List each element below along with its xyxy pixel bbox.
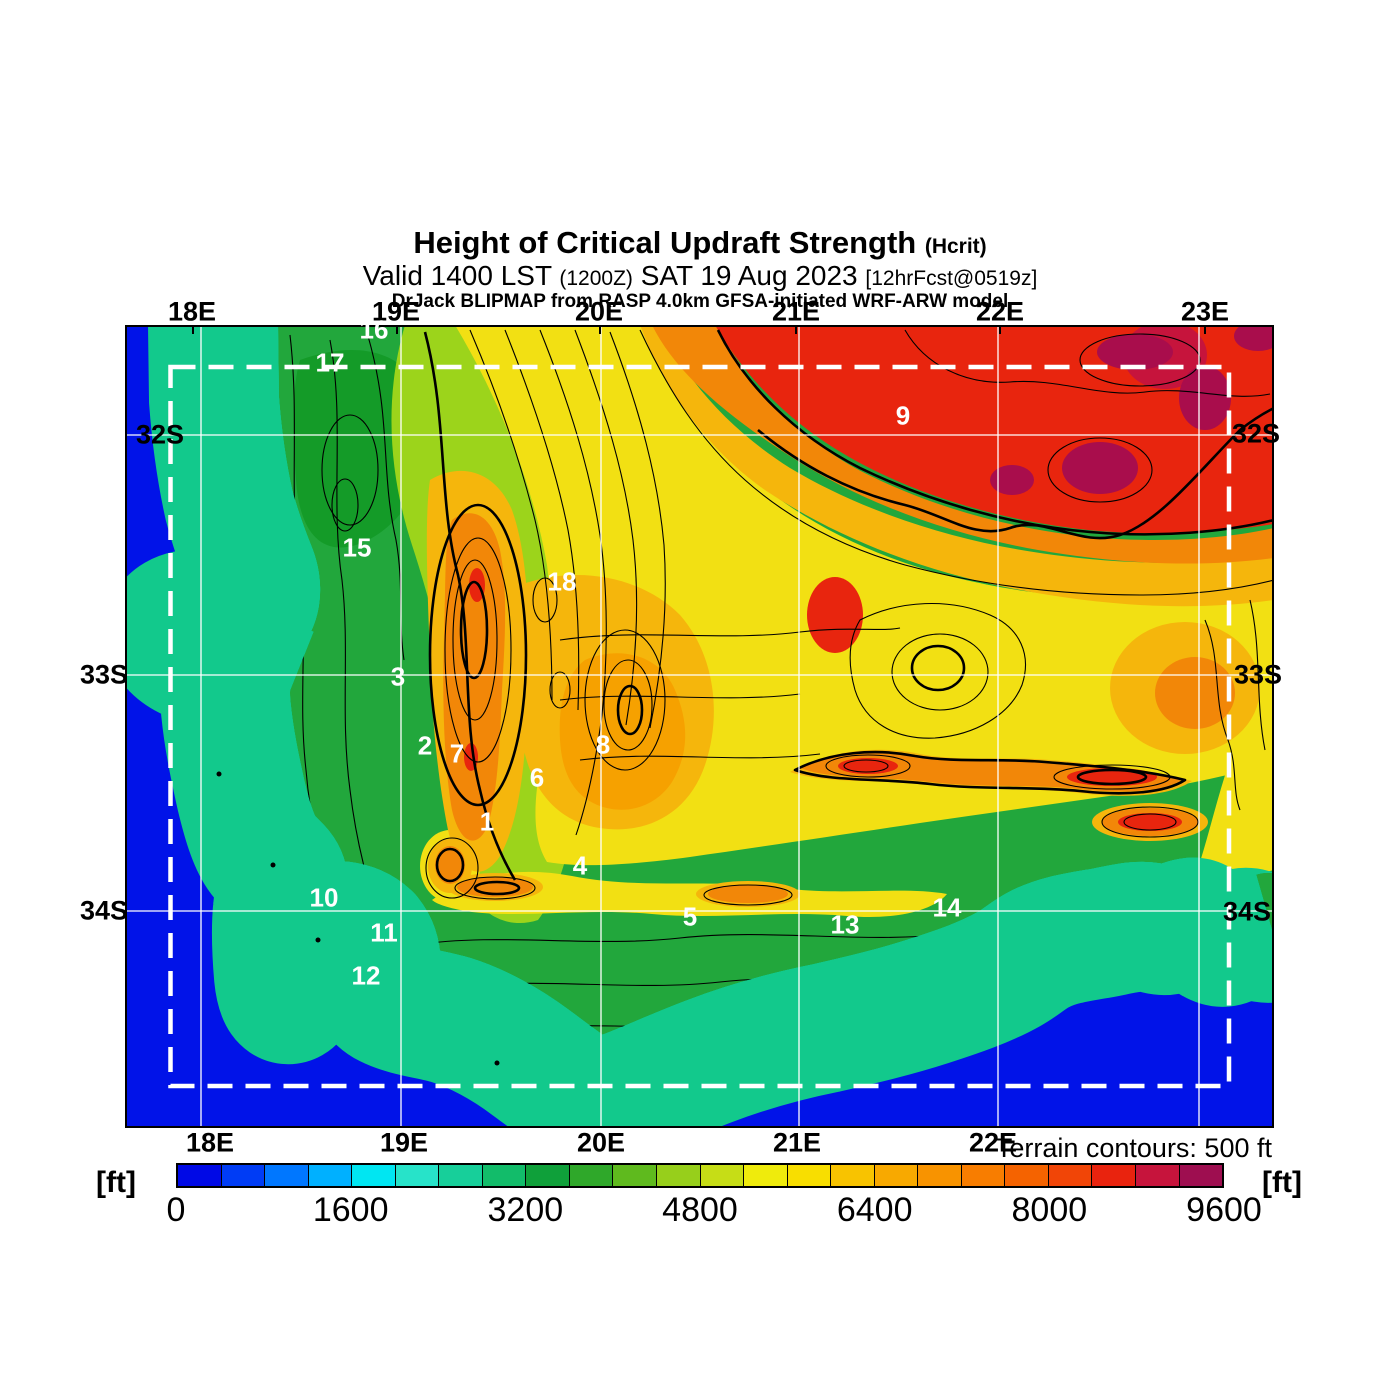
colorbar-segment-10 [613,1165,658,1186]
colorbar-tick-0: 0 [166,1191,186,1229]
axis-label-bottom-20E: 20E [576,1127,626,1158]
axis-label-bottom-21E: 21E [772,1127,822,1158]
colorbar-segment-5 [395,1165,440,1186]
colorbar-segment-18 [961,1165,1006,1186]
island-dots [216,771,500,1066]
domain-boundary-dashed [168,364,1232,1089]
colorbar-segment-1 [221,1165,266,1186]
colorbar-segment-22 [1136,1165,1180,1186]
colorbar-segment-0 [178,1165,222,1186]
title-main: Height of Critical Updraft Strength [413,225,917,260]
colorbar-segment-23 [1179,1165,1223,1186]
colorbar-segment-4 [352,1165,396,1186]
colorbar-tick-8000: 8000 [1011,1191,1088,1229]
map-canvas [125,325,1274,1128]
axis-label-left-33S: 33S [79,659,129,690]
terrain-contour-lines [249,329,1274,1031]
colorbar-segment-11 [657,1165,701,1186]
colorbar-unit-left: [ft] [96,1166,136,1199]
model-line: DrJack BLIPMAP from RASP 4.0km GFSA-init… [391,290,1009,312]
colorbar-tick-4800: 4800 [662,1191,738,1229]
page-title: Height of Critical Updraft Strength (Hcr… [0,225,1400,260]
colorbar-tick-9600: 9600 [1186,1191,1262,1229]
valid-date: SAT 19 Aug 2023 [640,259,858,291]
colorbar-tick-3200: 3200 [487,1191,564,1229]
colorbar-unit-right: [ft] [1262,1166,1302,1199]
colorbar-segment-19 [1005,1165,1049,1186]
map-border [125,325,1274,1128]
terrain-contours-note: Terrain contours: 500 ft [995,1133,1272,1163]
colorbar-segment-15 [831,1165,875,1186]
colorbar-segment-8 [526,1165,570,1186]
graticule [125,325,1274,1128]
title-hcrit: (Hcrit) [924,235,987,258]
axis-label-left-34S: 34S [79,895,129,926]
colorbar-segment-21 [1092,1165,1137,1186]
colorbar-segment-20 [1048,1165,1093,1186]
colorbar [176,1163,1224,1188]
axis-label-bottom-19E: 19E [379,1127,429,1158]
colorbar-ticks: 0 1600 3200 4800 6400 8000 9600 [167,1191,1262,1231]
colorbar-segment-12 [700,1165,745,1186]
valid-time: Valid 1400 LST [362,259,552,291]
forecast-map [125,325,1274,1128]
colorbar-segment-14 [787,1165,832,1186]
header-block: Height of Critical Updraft Strength (Hcr… [0,225,1400,312]
colorbar-segment-7 [482,1165,527,1186]
terrain-contour-lines-major [423,329,1274,896]
colorbar-segment-2 [265,1165,309,1186]
colorbar-tick-1600: 1600 [312,1191,389,1229]
colorbar-segment-16 [874,1165,919,1186]
colorbar-segment-3 [308,1165,353,1186]
axis-label-bottom-18E: 18E [185,1127,235,1158]
valid-zulu: (1200Z) [559,266,633,290]
colorbar-segment-9 [569,1165,614,1186]
colorbar-segment-17 [918,1165,962,1186]
valid-line: Valid 1400 LST (1200Z) SAT 19 Aug 2023 [… [0,259,1400,291]
colorbar-segment-13 [744,1165,788,1186]
valid-fcst: [12hrFcst@0519z] [865,266,1038,290]
colorbar-tick-6400: 6400 [836,1191,913,1229]
colorbar-segment-6 [439,1165,483,1186]
